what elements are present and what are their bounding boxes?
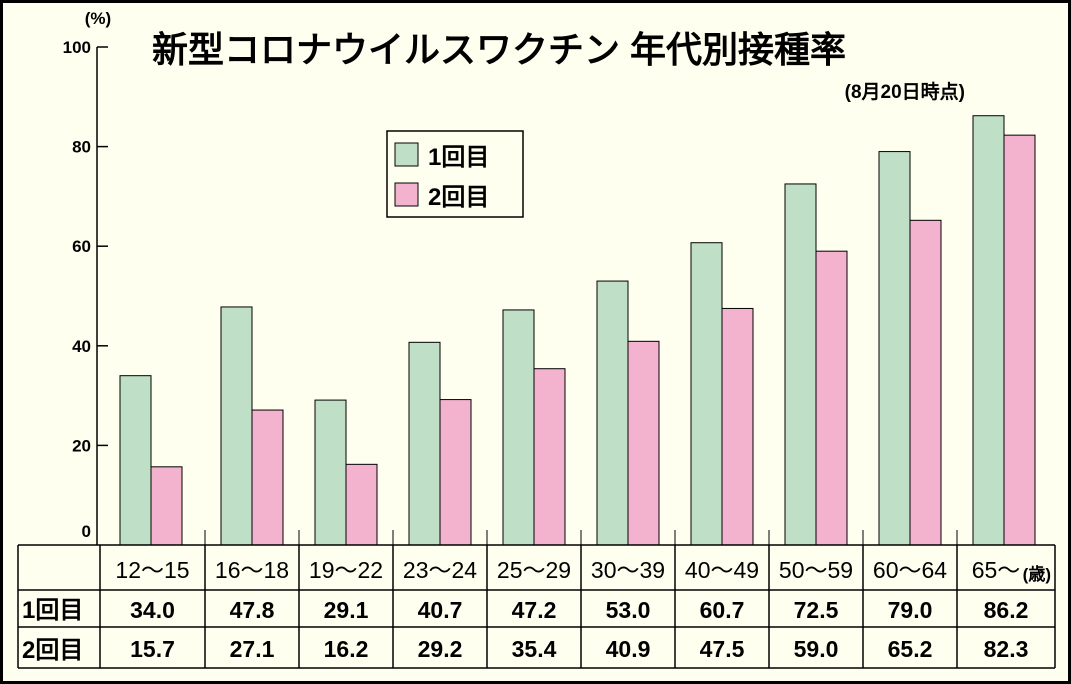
category-label: 25〜29 bbox=[497, 557, 571, 583]
bar-1-60〜64 bbox=[878, 151, 911, 546]
value-cell: 27.1 bbox=[230, 636, 275, 662]
bars bbox=[119, 115, 1036, 546]
y-tick-label: 100 bbox=[63, 38, 91, 57]
value-cell: 86.2 bbox=[984, 597, 1029, 623]
y-tick-label: 20 bbox=[72, 436, 91, 455]
category-label: 60〜64 bbox=[873, 557, 947, 583]
bar-1-19〜22 bbox=[314, 399, 347, 546]
value-cell: 53.0 bbox=[606, 597, 651, 623]
bar-1-30〜39 bbox=[596, 280, 629, 546]
legend-swatch-2 bbox=[394, 182, 419, 207]
value-cell: 40.7 bbox=[418, 597, 463, 623]
y-tick-label: 60 bbox=[72, 237, 91, 256]
category-label: 40〜49 bbox=[685, 557, 759, 583]
value-cell: 29.2 bbox=[418, 636, 463, 662]
value-cell: 60.7 bbox=[700, 597, 745, 623]
value-cell: 82.3 bbox=[984, 636, 1029, 662]
category-unit: (歳) bbox=[1023, 564, 1051, 584]
value-cell: 40.9 bbox=[606, 636, 651, 662]
row-label: 2回目 bbox=[22, 637, 83, 664]
value-cell: 47.2 bbox=[512, 597, 557, 623]
bar-2-50〜59 bbox=[815, 250, 848, 546]
value-cell: 35.4 bbox=[512, 636, 557, 662]
bar-1-65〜 bbox=[972, 115, 1005, 546]
row-label: 1回目 bbox=[22, 597, 83, 624]
legend-swatch-1 bbox=[394, 142, 419, 167]
y-axis-unit: (%) bbox=[85, 9, 111, 28]
chart-subtitle: (8月20日時点) bbox=[845, 81, 965, 103]
bar-2-19〜22 bbox=[345, 463, 378, 546]
bar-2-25〜29 bbox=[533, 368, 566, 546]
y-tick-label: 40 bbox=[72, 337, 91, 356]
bar-2-40〜49 bbox=[721, 307, 754, 546]
value-cell: 65.2 bbox=[888, 636, 933, 662]
data-table: 12〜15 34.0 15.7 16〜18 47.8 27.1 19〜22 29.1 16.2 2… bbox=[17, 544, 1056, 669]
value-cell: 72.5 bbox=[794, 597, 839, 623]
value-cell: 29.1 bbox=[324, 597, 369, 623]
bar-2-12〜15 bbox=[150, 466, 183, 546]
value-cell: 34.0 bbox=[130, 597, 175, 623]
value-cell: 15.7 bbox=[130, 636, 175, 662]
y-axis: 100 80 60 40 20 0 bbox=[63, 38, 108, 545]
bar-1-12〜15 bbox=[119, 375, 152, 546]
category-label: 65〜 bbox=[972, 557, 1021, 583]
category-label: 50〜59 bbox=[779, 557, 853, 583]
value-cell: 47.5 bbox=[700, 636, 745, 662]
bar-2-23〜24 bbox=[439, 399, 472, 546]
category-label: 30〜39 bbox=[591, 557, 665, 583]
bar-1-50〜59 bbox=[784, 183, 817, 546]
value-cell: 79.0 bbox=[888, 597, 933, 623]
legend-label-2: 2回目 bbox=[428, 184, 489, 211]
bar-2-60〜64 bbox=[909, 219, 942, 546]
legend-label-1: 1回目 bbox=[428, 144, 489, 171]
bar-2-16〜18 bbox=[251, 409, 284, 546]
category-label: 19〜22 bbox=[309, 557, 383, 583]
bar-2-65〜 bbox=[1003, 134, 1036, 546]
category-label: 16〜18 bbox=[215, 557, 289, 583]
bar-2-30〜39 bbox=[627, 340, 660, 546]
y-tick-label: 0 bbox=[82, 522, 91, 541]
category-label: 23〜24 bbox=[403, 557, 477, 583]
category-label: 12〜15 bbox=[115, 557, 189, 583]
value-cell: 47.8 bbox=[230, 597, 275, 623]
bar-1-23〜24 bbox=[408, 341, 441, 546]
chart-title: 新型コロナウイルスワクチン 年代別接種率 bbox=[152, 29, 846, 70]
legend: 1回目 2回目 bbox=[386, 130, 524, 218]
bar-1-16〜18 bbox=[220, 306, 253, 546]
y-tick-label: 80 bbox=[72, 138, 91, 157]
value-cell: 16.2 bbox=[324, 636, 369, 662]
bar-1-40〜49 bbox=[690, 242, 723, 546]
value-cell: 59.0 bbox=[794, 636, 839, 662]
bar-1-25〜29 bbox=[502, 309, 535, 546]
